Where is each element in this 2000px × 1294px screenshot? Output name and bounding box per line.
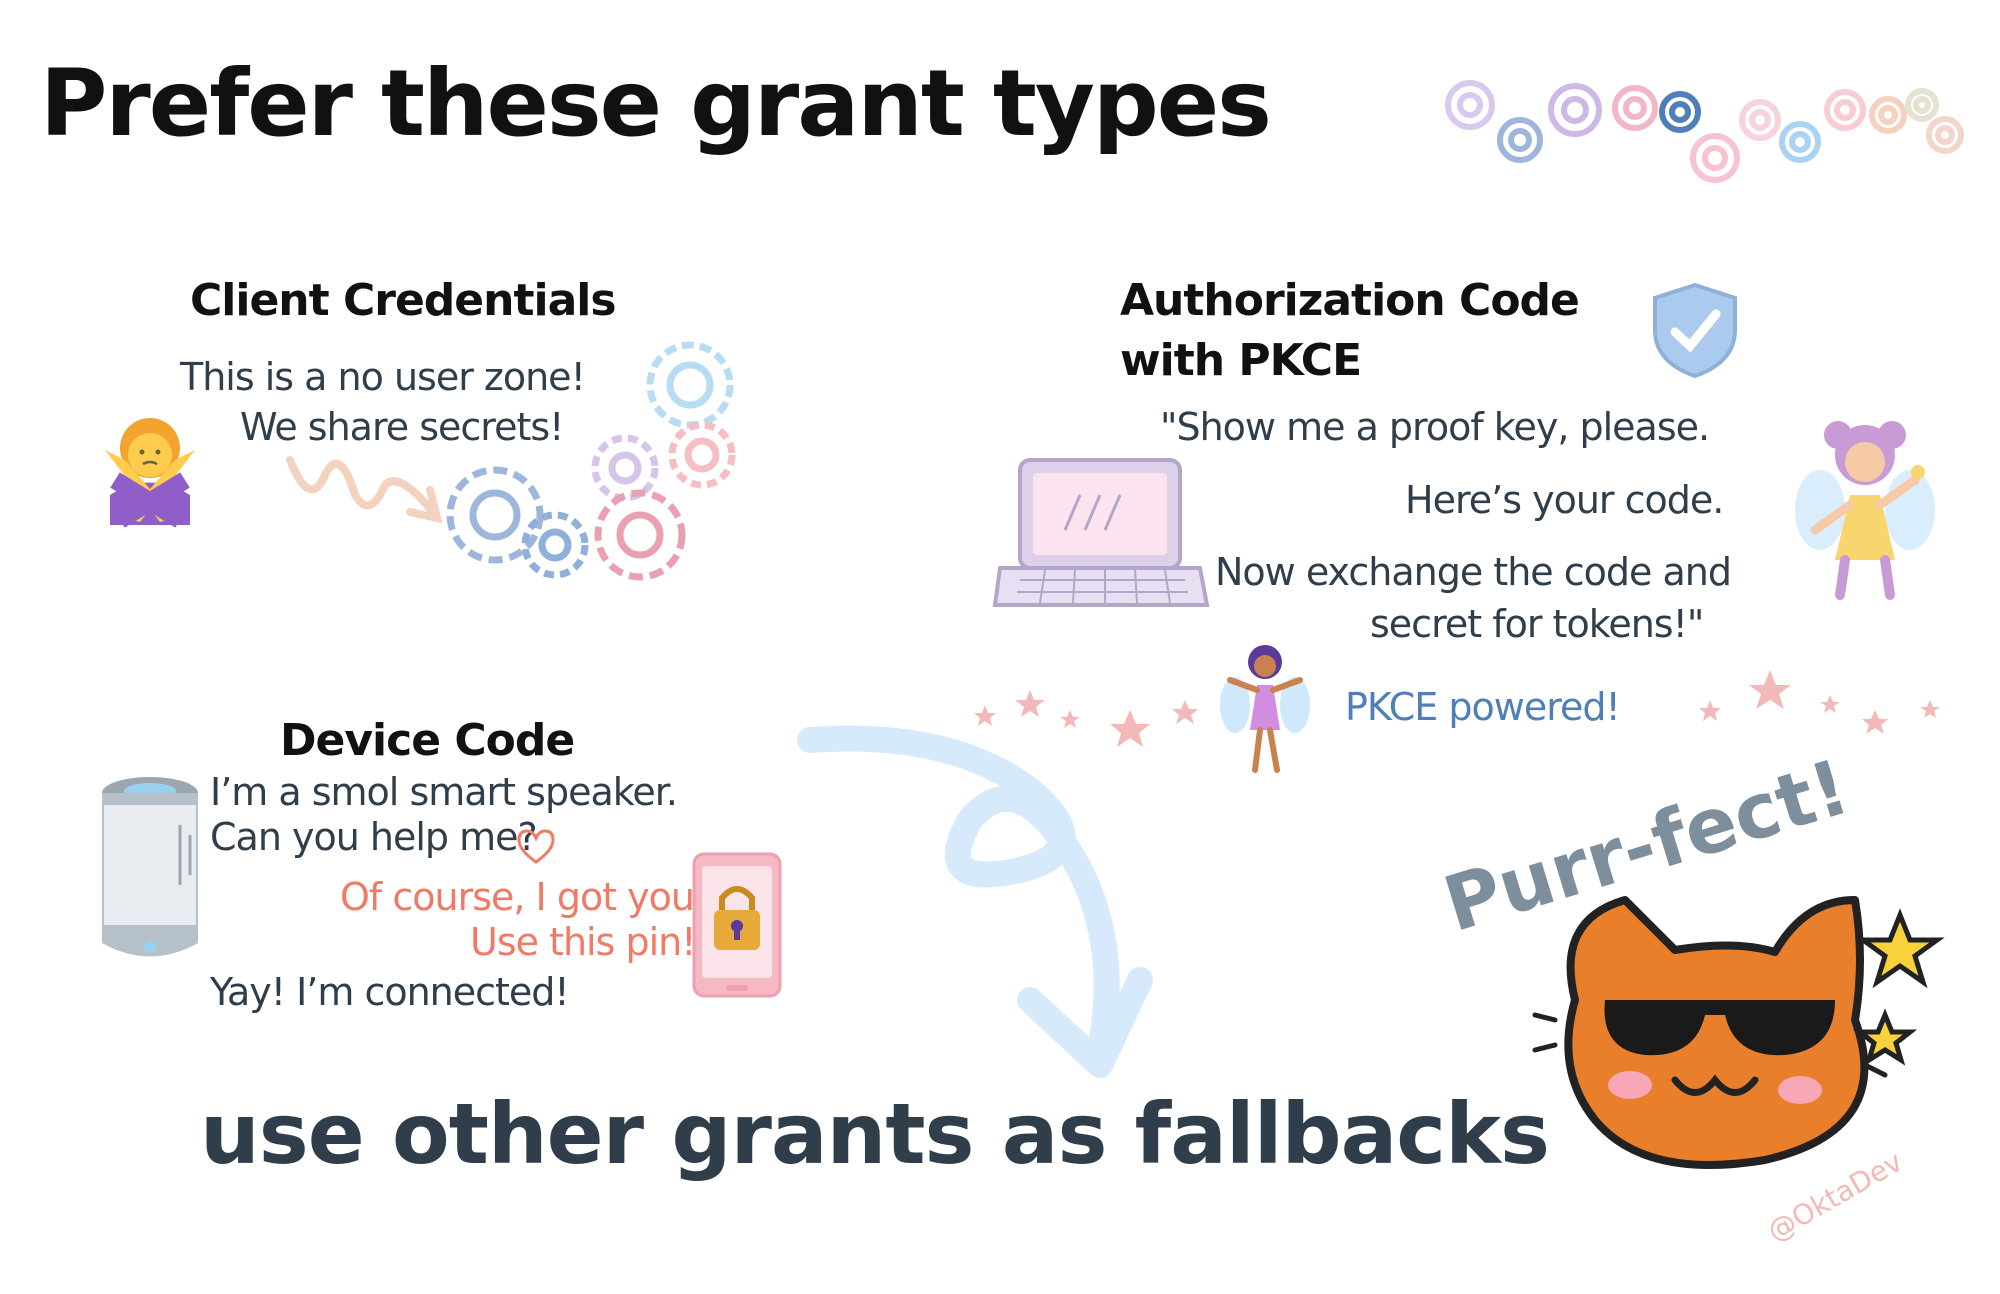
gear-icon: [1497, 117, 1543, 163]
gear-icon: [1926, 116, 1964, 154]
gear-icon: [1739, 99, 1781, 141]
star-icon: [1172, 700, 1198, 724]
gear-icon: [1659, 91, 1701, 133]
shield-check-icon: [1653, 282, 1737, 379]
auth-code-title-line-1: Authorization Code: [1120, 275, 1580, 326]
gear-icon: [594, 489, 686, 581]
gear-icon: [668, 421, 736, 489]
person-gesturing-no-icon: [105, 418, 195, 528]
gear-icon: [446, 466, 544, 564]
wavy-arrow-icon: [286, 456, 443, 524]
auth-code-line-3: Now exchange the code and: [1215, 550, 1732, 594]
gear-icon: [521, 511, 589, 579]
auth-code-line-4: secret for tokens!": [1370, 602, 1704, 646]
cool-cat-icon: [1532, 896, 1945, 1169]
star-icon: [1110, 710, 1150, 747]
page-title: Prefer these grant types: [40, 50, 1272, 157]
curved-arrow-icon: [797, 725, 1153, 1078]
client-credentials-line-1: This is a no user zone!: [180, 355, 586, 399]
gear-icon: [1824, 89, 1866, 131]
gear-icon: [591, 434, 659, 502]
gear-icon: [1612, 85, 1658, 131]
pkce-note: PKCE powered!: [1345, 685, 1621, 729]
laptop-icon: [992, 458, 1210, 607]
auth-code-title-line-2: with PKCE: [1120, 335, 1362, 386]
star-row-left: [974, 690, 1198, 747]
device-code-line-2: Can you help me?: [210, 815, 538, 859]
star-icon: [1820, 695, 1840, 713]
heart-icon: [517, 829, 555, 864]
gear-icon: [1869, 96, 1907, 134]
star-icon: [1852, 1008, 1918, 1066]
auth-code-line-2: Here’s your code.: [1405, 478, 1724, 522]
gear-cluster-client: [446, 341, 736, 581]
auth-code-line-1: "Show me a proof key, please.: [1160, 405, 1710, 449]
star-icon: [1699, 700, 1721, 721]
star-icon: [1749, 670, 1791, 709]
star-icon: [1060, 710, 1080, 728]
client-credentials-line-2: We share secrets!: [240, 405, 564, 449]
fallback-message: use other grants as fallbacks: [200, 1085, 1550, 1183]
star-icon: [974, 705, 996, 726]
device-code-title: Device Code: [280, 715, 575, 766]
client-credentials-title: Client Credentials: [190, 275, 617, 326]
phone-lock-icon: [692, 852, 782, 998]
smart-speaker-icon: [102, 777, 198, 957]
gear-icon: [646, 341, 734, 429]
gear-icon: [1905, 88, 1939, 122]
gear-icon: [1779, 121, 1821, 163]
star-icon: [1855, 908, 1945, 989]
gear-cluster-top: [1445, 80, 1964, 183]
device-code-reply-1: Of course, I got you!: [340, 875, 709, 919]
star-row-right: [1699, 670, 1940, 734]
star-icon: [1862, 710, 1888, 734]
gear-icon: [1690, 133, 1740, 183]
gear-icon: [1445, 80, 1495, 130]
star-icon: [1920, 700, 1940, 718]
gear-icon: [1548, 83, 1602, 137]
fairy-icon: [1220, 645, 1310, 773]
device-code-line-1: I’m a smol smart speaker.: [210, 770, 678, 814]
device-code-reply-2: Use this pin!: [470, 920, 696, 964]
star-icon: [1015, 690, 1045, 717]
device-code-final: Yay! I’m connected!: [210, 970, 570, 1014]
fairy-icon: [1795, 421, 1935, 600]
